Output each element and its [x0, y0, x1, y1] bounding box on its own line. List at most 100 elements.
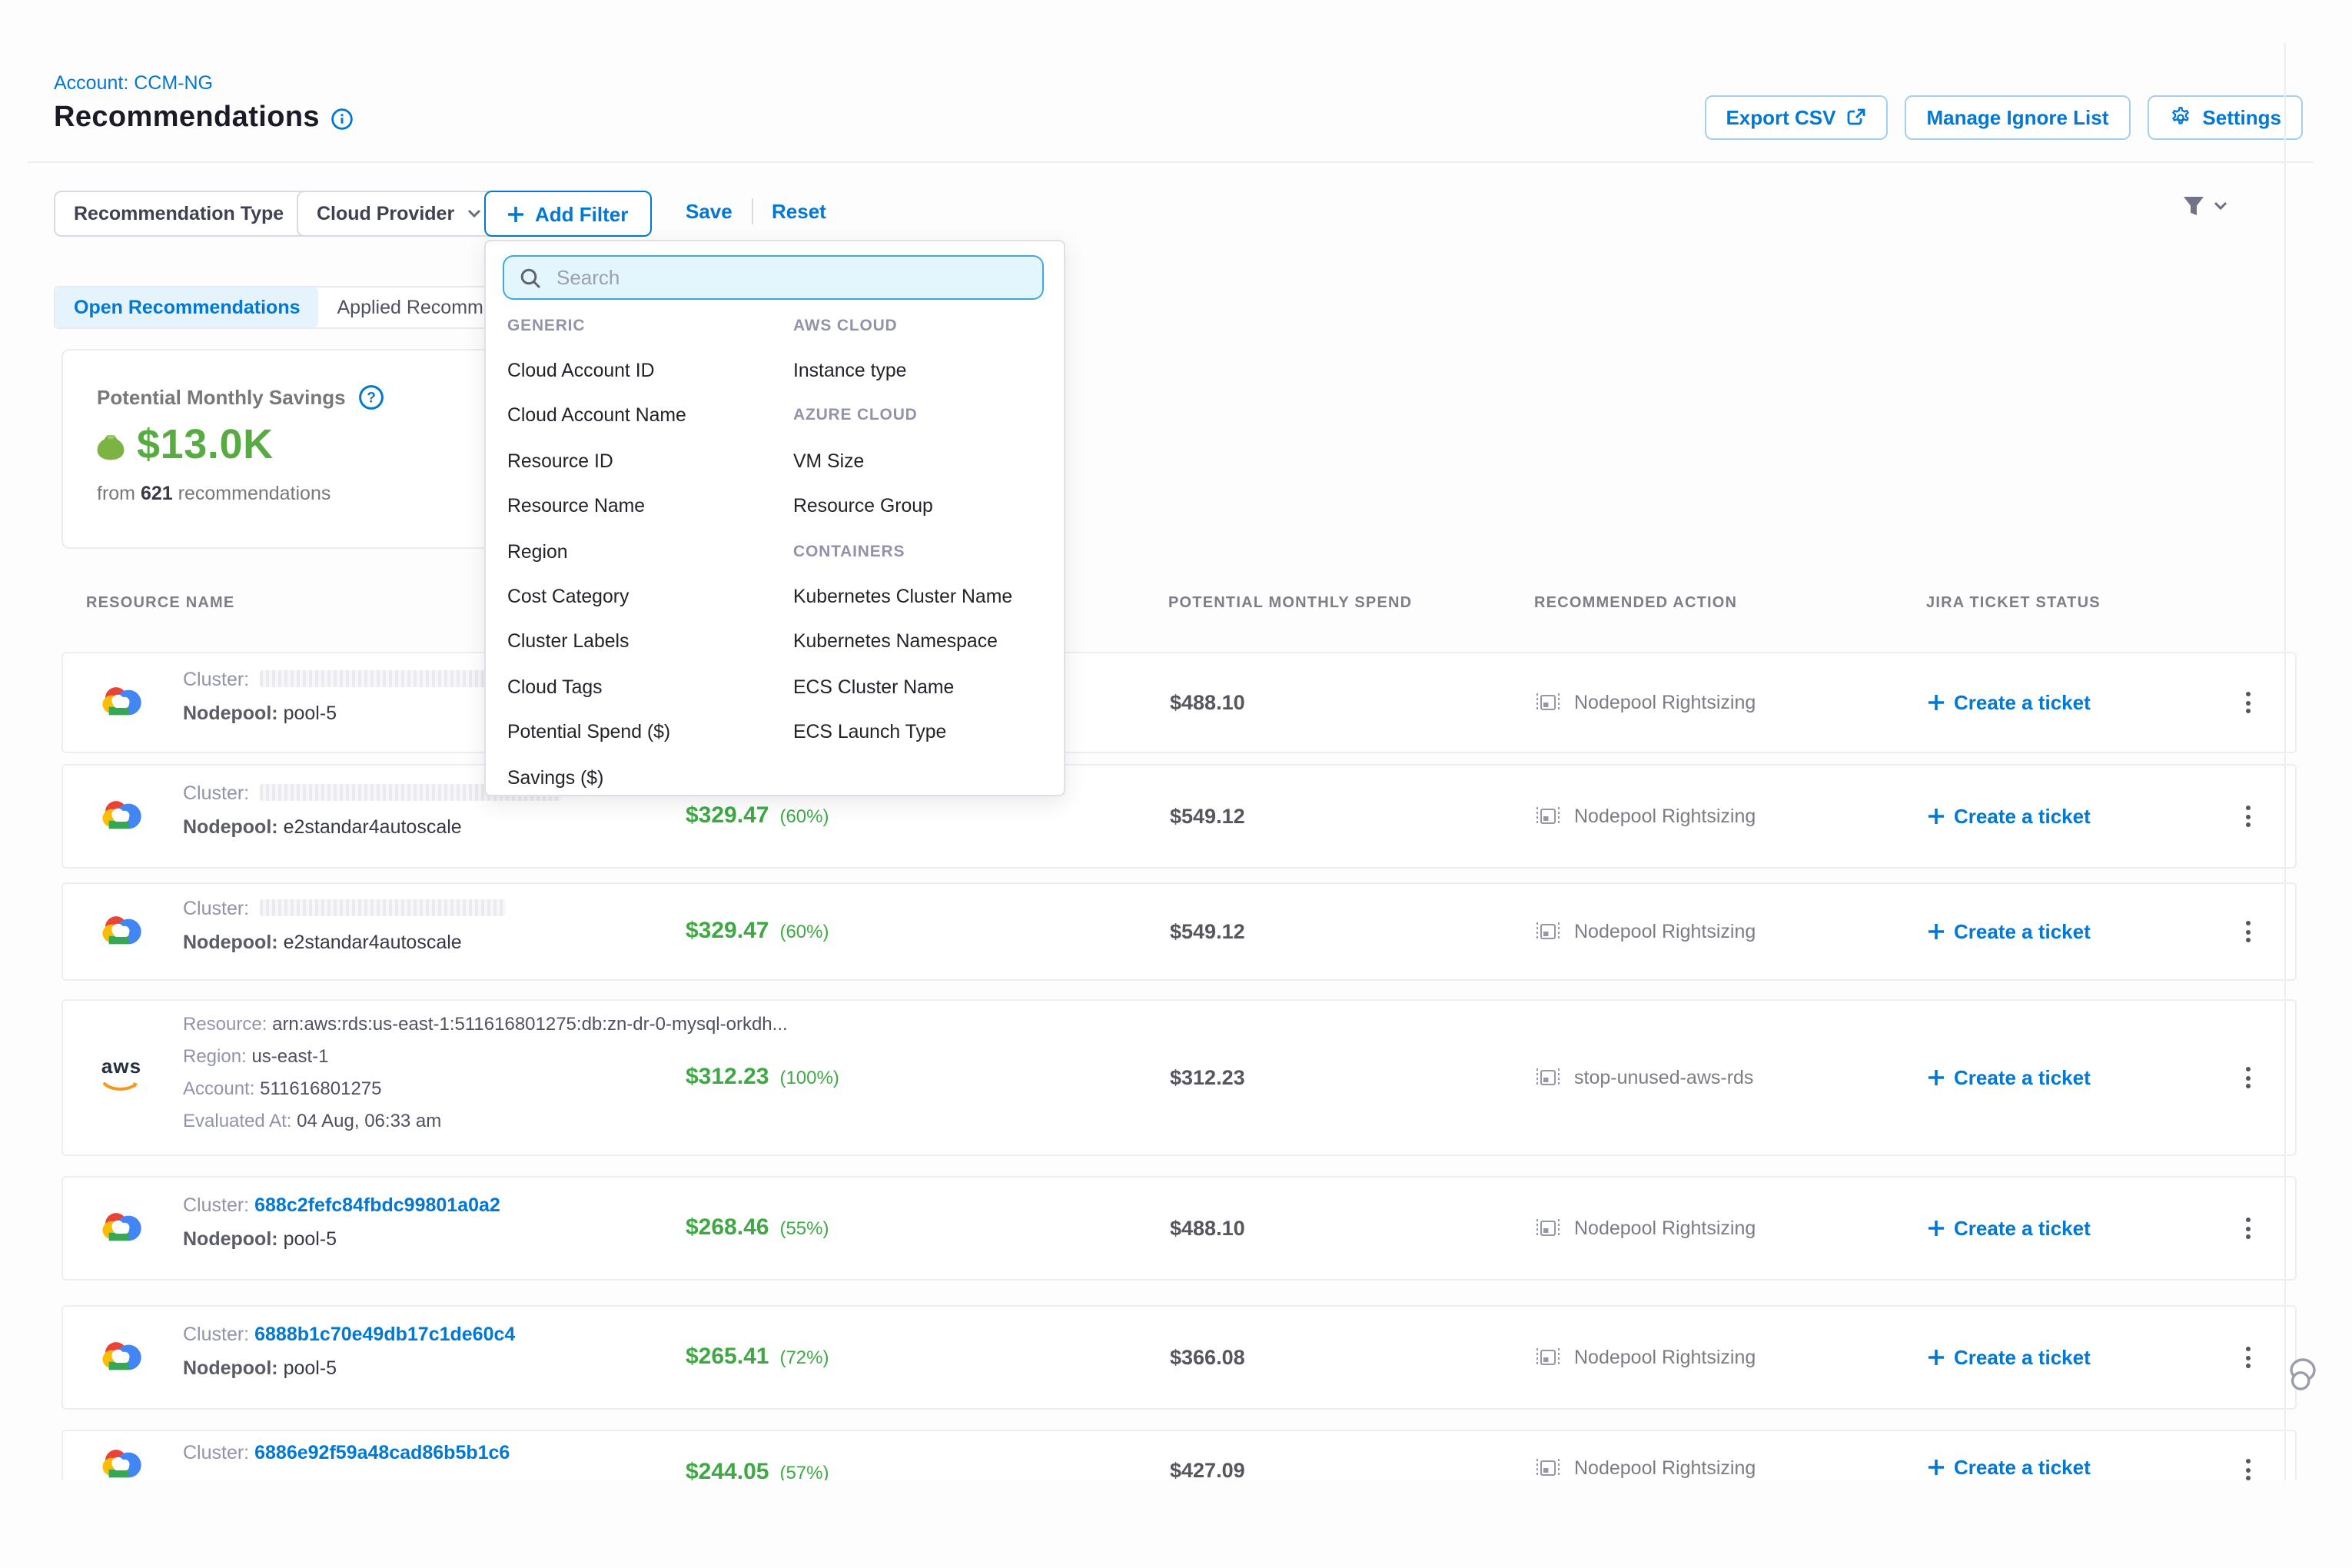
- col-header-recommended-action[interactable]: RECOMMENDED ACTION: [1534, 595, 1737, 612]
- filter-option[interactable]: Kubernetes Cluster Name: [793, 574, 1012, 620]
- filter-option[interactable]: ECS Launch Type: [793, 709, 1012, 755]
- export-csv-button[interactable]: Export CSV: [1704, 95, 1888, 140]
- savings-amount: $13.0K: [137, 421, 274, 469]
- gcp-icon: [100, 795, 143, 838]
- cluster-link[interactable]: 688c2fefc84fbdc99801a0a2: [254, 1194, 500, 1216]
- table-row[interactable]: aws Resource: arn:aws:rds:us-east-1:5116…: [61, 999, 2297, 1156]
- cluster-link[interactable]: 6886e92f59a48cad86b5b1c6: [254, 1442, 510, 1463]
- plus-icon: [1928, 1220, 1945, 1237]
- content-right-divider: [2284, 43, 2286, 1480]
- filter-option[interactable]: Cloud Account ID: [507, 348, 686, 394]
- filter-option[interactable]: Cloud Tags: [507, 664, 686, 709]
- cluster-link[interactable]: 6888b1c70e49db17c1de60c4: [254, 1324, 515, 1345]
- create-ticket-button[interactable]: Create a ticket: [1928, 1217, 2091, 1240]
- money-bag-icon: [94, 428, 128, 462]
- row-menu-button[interactable]: [2240, 686, 2257, 719]
- info-icon[interactable]: [331, 107, 354, 130]
- plus-icon: [1928, 694, 1945, 711]
- create-ticket-button[interactable]: Create a ticket: [1928, 1066, 2091, 1089]
- filter-option[interactable]: VM Size: [793, 438, 1012, 483]
- gear-icon: [2168, 106, 2191, 129]
- page-title: Recommendations: [54, 101, 320, 135]
- reset-filter-link[interactable]: Reset: [772, 200, 826, 223]
- create-ticket-button[interactable]: Create a ticket: [1928, 805, 2091, 828]
- filter-option[interactable]: Cost Category: [507, 574, 686, 620]
- create-ticket-button[interactable]: Create a ticket: [1928, 920, 2091, 943]
- filter-option[interactable]: Potential Spend ($): [507, 709, 686, 755]
- row-menu-button[interactable]: [2240, 1340, 2257, 1374]
- add-filter-dropdown: GENERIC Cloud Account ID Cloud Account N…: [484, 240, 1065, 796]
- svg-text:?: ?: [367, 390, 376, 407]
- plus-icon: [1928, 923, 1945, 940]
- create-ticket-button[interactable]: Create a ticket: [1928, 1346, 2091, 1369]
- plus-icon: [1928, 1459, 1945, 1476]
- header-divider: [28, 161, 2314, 163]
- table-row[interactable]: Cluster: Nodepool: e2standar4autoscale $…: [61, 764, 2297, 869]
- gcp-icon: [100, 910, 143, 953]
- divider: [752, 198, 753, 224]
- filter-option[interactable]: Instance type: [793, 348, 1012, 394]
- cloud-provider-filter[interactable]: Cloud Provider: [297, 191, 500, 237]
- aws-icon: aws: [98, 1059, 145, 1102]
- table-row[interactable]: Cluster: Nodepool: pool-5 $488.10 Nodepo…: [61, 652, 2297, 753]
- recommendations-table: Cluster: Nodepool: pool-5 $488.10 Nodepo…: [0, 615, 2352, 1480]
- chevron-down-icon: [467, 209, 480, 218]
- filter-option[interactable]: Region: [507, 529, 686, 574]
- filter-options-cloud-column: AWS CLOUD Instance type AZURE CLOUD VM S…: [793, 303, 1012, 755]
- recommendations-page: Account: CCM-NG Recommendations Export C…: [0, 0, 2352, 1568]
- tab-open-recommendations[interactable]: Open Recommendations: [55, 287, 319, 327]
- settings-button[interactable]: Settings: [2147, 95, 2303, 140]
- filter-option[interactable]: Resource Name: [507, 483, 686, 529]
- table-row[interactable]: Cluster: Nodepool: e2standar4autoscale $…: [61, 882, 2297, 981]
- gcp-icon: [100, 1207, 143, 1250]
- nodepool-icon: [1536, 921, 1560, 942]
- filter-group-label: CONTAINERS: [793, 529, 1012, 574]
- row-menu-button[interactable]: [2240, 799, 2257, 833]
- filter-option[interactable]: Cloud Account Name: [507, 394, 686, 439]
- gcp-icon: [100, 681, 143, 724]
- filter-option[interactable]: ECS Cluster Name: [793, 664, 1012, 709]
- search-input[interactable]: [553, 264, 1005, 291]
- filter-options-generic-column: GENERIC Cloud Account ID Cloud Account N…: [507, 303, 686, 800]
- save-filter-link[interactable]: Save: [686, 200, 733, 223]
- funnel-icon: [2181, 195, 2206, 217]
- col-header-jira-ticket-status[interactable]: JIRA TICKET STATUS: [1926, 595, 2101, 612]
- plus-icon: [1928, 808, 1945, 825]
- savings-subtitle: from 621 recommendations: [97, 483, 331, 504]
- filter-search[interactable]: [503, 255, 1044, 300]
- row-menu-button[interactable]: [2240, 915, 2257, 948]
- filter-option[interactable]: Resource Group: [793, 483, 1012, 529]
- filter-option[interactable]: Resource ID: [507, 438, 686, 483]
- table-row[interactable]: Cluster: 6886e92f59a48cad86b5b1c6 $244.0…: [61, 1430, 2297, 1480]
- filter-option[interactable]: Savings ($): [507, 755, 686, 800]
- col-header-potential-monthly-spend[interactable]: POTENTIAL MONTHLY SPEND: [1168, 595, 1412, 612]
- gcp-icon: [100, 1443, 143, 1480]
- filter-group-label: GENERIC: [507, 303, 686, 348]
- redacted-cluster-name: [260, 899, 506, 916]
- nodepool-icon: [1536, 1347, 1560, 1368]
- table-row[interactable]: Cluster: 688c2fefc84fbdc99801a0a2 Nodepo…: [61, 1176, 2297, 1281]
- manage-ignore-list-button[interactable]: Manage Ignore List: [1905, 95, 2130, 140]
- plus-icon: [1928, 1069, 1945, 1086]
- help-icon[interactable]: ?: [358, 384, 384, 410]
- account-breadcrumb[interactable]: Account: CCM-NG: [54, 72, 213, 94]
- nodepool-icon: [1536, 692, 1560, 713]
- create-ticket-button[interactable]: Create a ticket: [1928, 691, 2091, 714]
- col-header-resource-name[interactable]: RESOURCE NAME: [86, 595, 234, 612]
- create-ticket-button[interactable]: Create a ticket: [1928, 1456, 2091, 1479]
- filter-group-label: AWS CLOUD: [793, 303, 1012, 348]
- filter-panel-toggle[interactable]: [2181, 195, 2227, 217]
- row-menu-button[interactable]: [2240, 1061, 2257, 1095]
- filter-option[interactable]: Kubernetes Namespace: [793, 619, 1012, 664]
- row-menu-button[interactable]: [2240, 1211, 2257, 1245]
- external-link-icon: [1846, 108, 1866, 128]
- recommendation-type-filter[interactable]: Recommendation Type: [54, 191, 330, 237]
- plus-icon: [1928, 1349, 1945, 1366]
- table-row[interactable]: Cluster: 6888b1c70e49db17c1de60c4 Nodepo…: [61, 1305, 2297, 1410]
- row-menu-button[interactable]: [2240, 1453, 2257, 1480]
- nodepool-icon: [1536, 1457, 1560, 1479]
- filter-group-label: AZURE CLOUD: [793, 394, 1012, 439]
- filter-option[interactable]: Cluster Labels: [507, 619, 686, 664]
- add-filter-button[interactable]: Add Filter: [484, 191, 651, 237]
- support-chat-icon[interactable]: [2289, 1356, 2329, 1393]
